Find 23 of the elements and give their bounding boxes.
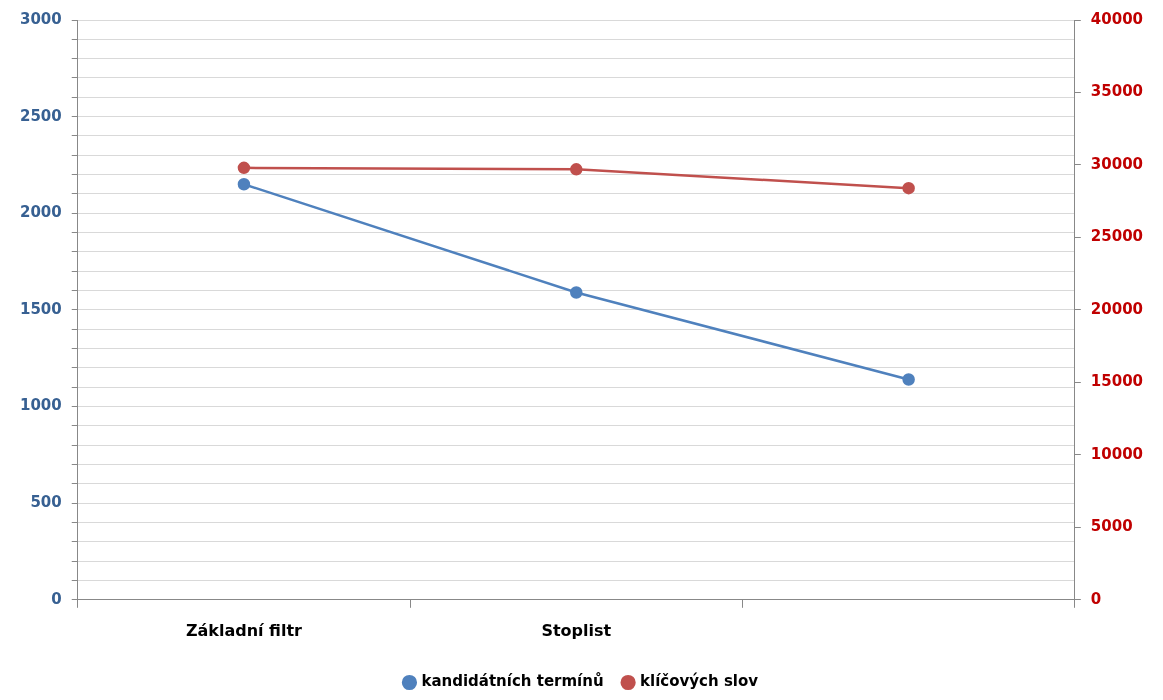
y-tick-label: 3000 bbox=[20, 9, 62, 28]
y-tick-label: 0 bbox=[51, 589, 62, 608]
legend-label: kandidátních termínů bbox=[421, 672, 604, 691]
legend-label: klíčových slov bbox=[640, 672, 759, 691]
y2-tick-label: 25000 bbox=[1090, 227, 1143, 246]
y-tick-label: 1500 bbox=[20, 299, 62, 318]
y2-tick-label: 15000 bbox=[1090, 372, 1143, 391]
y2-tick-label: 35000 bbox=[1090, 82, 1143, 101]
y-tick-label: 1000 bbox=[20, 396, 62, 415]
point bbox=[902, 373, 915, 386]
y2-tick-label: 0 bbox=[1090, 589, 1102, 608]
y-tick-label: 2000 bbox=[20, 203, 62, 222]
point bbox=[237, 178, 251, 191]
y2-tick-label: 20000 bbox=[1090, 299, 1143, 318]
y2-tick-label: 30000 bbox=[1090, 154, 1143, 173]
y-tick-label: 500 bbox=[30, 493, 62, 512]
x-tick-label: Základní filtr bbox=[185, 620, 303, 640]
y2-tick-label: 10000 bbox=[1090, 444, 1143, 463]
y2-tick-label: 40000 bbox=[1090, 9, 1143, 28]
y-tick-label: 2500 bbox=[20, 106, 62, 125]
x-tick-label: Stoplist bbox=[541, 620, 612, 640]
point bbox=[570, 286, 583, 299]
y2-tick-label: 5000 bbox=[1090, 517, 1133, 536]
